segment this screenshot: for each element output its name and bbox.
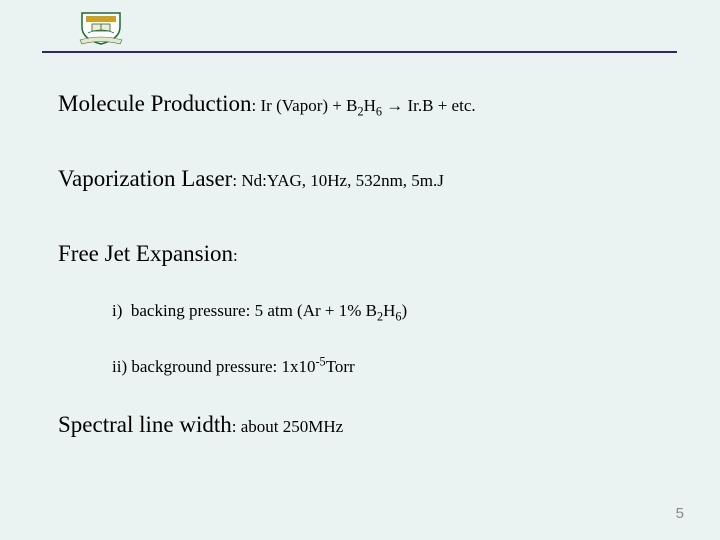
free-jet-expansion-label: Free Jet Expansion — [58, 241, 233, 266]
molecule-production-line: Molecule Production: Ir (Vapor) + B2H6 →… — [58, 90, 668, 119]
spectral-line-width-line: Spectral line width: about 250MHz — [58, 411, 668, 440]
vaporization-laser-label: Vaporization Laser — [58, 166, 232, 191]
header-rule — [42, 51, 677, 53]
backing-pressure-item: i) backing pressure: 5 atm (Ar + 1% B2H6… — [112, 300, 668, 321]
spectral-line-width-detail: : about 250MHz — [232, 417, 343, 436]
molecule-production-label: Molecule Production — [58, 91, 252, 116]
page-number: 5 — [676, 505, 684, 522]
vaporization-laser-detail: : Nd:YAG, 10Hz, 532nm, 5m.J — [232, 171, 444, 190]
free-jet-expansion-line: Free Jet Expansion: i) backing pressure:… — [58, 240, 668, 377]
university-crest-icon — [78, 10, 124, 46]
jet-sublist: i) backing pressure: 5 atm (Ar + 1% B2H6… — [112, 300, 668, 377]
vaporization-laser-line: Vaporization Laser: Nd:YAG, 10Hz, 532nm,… — [58, 165, 668, 194]
free-jet-expansion-colon: : — [233, 246, 238, 265]
spectral-line-width-label: Spectral line width — [58, 412, 232, 437]
content-block: Molecule Production: Ir (Vapor) + B2H6 →… — [58, 90, 668, 486]
background-pressure-item: ii) background pressure: 1x10-5Torr — [112, 356, 668, 377]
molecule-production-detail: : Ir (Vapor) + B2H6 → Ir.B + etc. — [252, 96, 476, 115]
slide: Molecule Production: Ir (Vapor) + B2H6 →… — [0, 0, 720, 540]
